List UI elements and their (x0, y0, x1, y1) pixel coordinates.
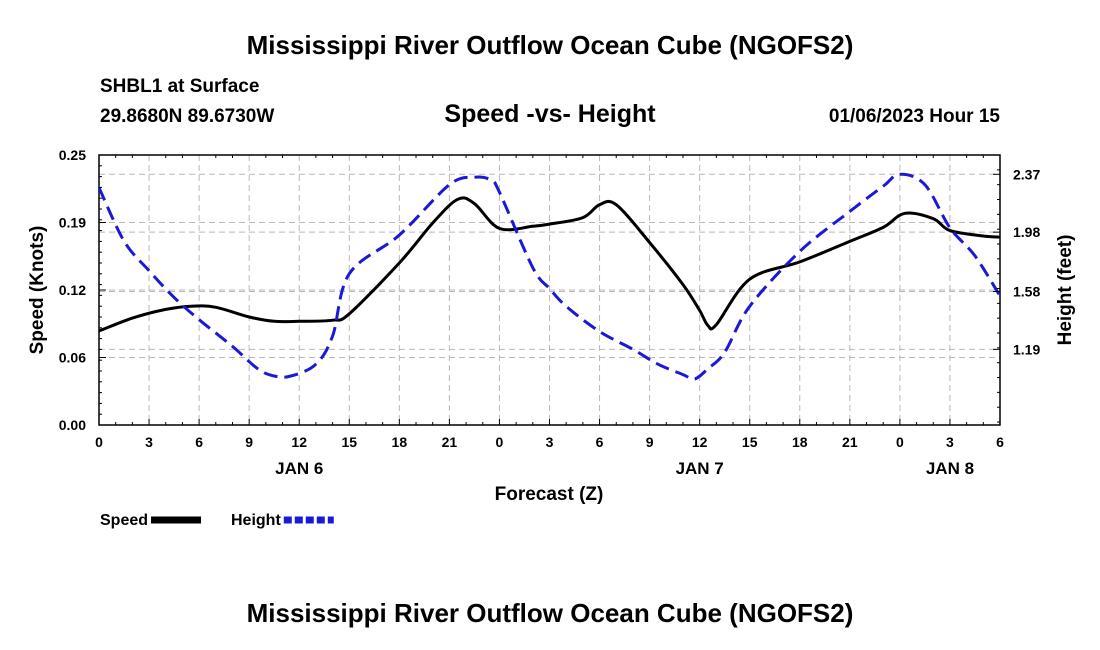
grid-layer (99, 155, 1000, 425)
y2-tick-label: 1.98 (1013, 224, 1040, 240)
day-label: JAN 7 (676, 459, 724, 478)
x-axis-label: Forecast (Z) (495, 484, 604, 505)
y2-axis-label: Height (feet) (1055, 235, 1076, 346)
y-tick-label: 0.00 (59, 417, 86, 433)
x-tick-label: 15 (341, 434, 357, 450)
x-tick-label: 9 (245, 434, 253, 450)
x-tick-label: 6 (996, 434, 1004, 450)
forecast-datetime: 01/06/2023 Hour 15 (828, 106, 1000, 127)
y2-tick-label: 2.37 (1013, 166, 1040, 182)
x-tick-label: 0 (496, 434, 504, 450)
x-tick-label: 0 (896, 434, 904, 450)
x-tick-label: 9 (646, 434, 654, 450)
x-tick-label: 21 (842, 434, 858, 450)
station-label: SHBL1 at Surface (100, 76, 260, 97)
x-tick-label: 0 (95, 434, 103, 450)
x-tick-label: 15 (742, 434, 758, 450)
y-tick-label: 0.12 (59, 282, 86, 298)
series-line-height (99, 172, 1000, 381)
day-label: JAN 8 (926, 459, 974, 478)
x-tick-label: 12 (291, 434, 307, 450)
y2-tick-label: 1.19 (1013, 341, 1040, 357)
station-coordinates: 29.8680N 89.6730W (100, 106, 275, 127)
x-tick-label: 3 (946, 434, 954, 450)
figure-title: Mississippi River Outflow Ocean Cube (NG… (246, 30, 854, 60)
legend: Speed Height (100, 512, 334, 529)
x-tick-label: 18 (392, 434, 408, 450)
x-tick-label: 3 (145, 434, 153, 450)
chart-subtitle: Speed -vs- Height (444, 100, 656, 128)
series-layer (99, 172, 1000, 381)
legend-label: Height (231, 512, 281, 529)
day-label: JAN 6 (275, 459, 323, 478)
axis-layer: 0 3 6 9 12 15 18 21 0 3 6 9 12 15 18 21 0 3 6 JAN 6 JAN 7 JAN… (59, 147, 1041, 478)
series-line-speed (99, 196, 1000, 333)
y-tick-label: 0.19 (59, 215, 86, 231)
y-axis-label: Speed (Knots) (27, 226, 48, 355)
x-tick-label: 21 (442, 434, 458, 450)
x-tick-label: 3 (546, 434, 554, 450)
x-tick-label: 6 (596, 434, 604, 450)
figure-title-repeat: Mississippi River Outflow Ocean Cube (NG… (246, 598, 854, 628)
x-tick-label: 18 (792, 434, 808, 450)
x-tick-label: 12 (692, 434, 708, 450)
y-tick-label: 0.25 (59, 147, 86, 163)
x-tick-label: 6 (195, 434, 203, 450)
y2-tick-label: 1.58 (1013, 283, 1040, 299)
legend-label: Speed (100, 512, 148, 529)
y-tick-label: 0.06 (59, 350, 86, 366)
